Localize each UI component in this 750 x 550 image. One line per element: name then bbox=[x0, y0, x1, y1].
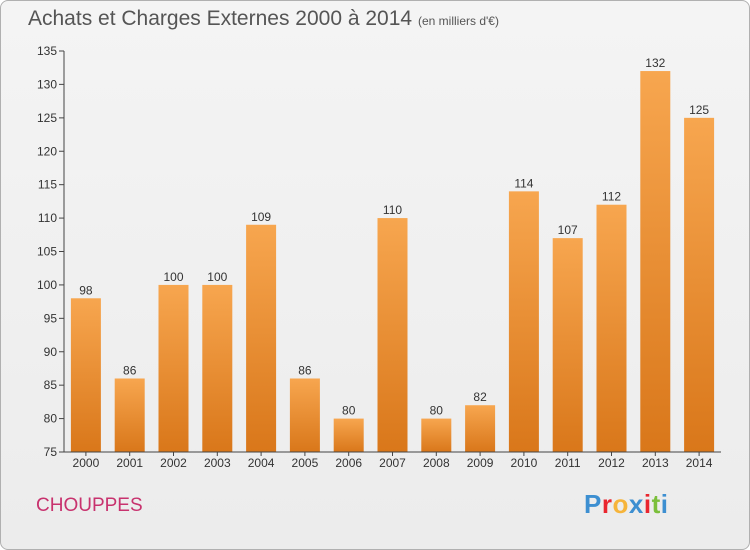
y-tick-label: 135 bbox=[37, 44, 57, 58]
x-tick-label: 2007 bbox=[379, 456, 406, 470]
bar-2010 bbox=[508, 191, 539, 452]
x-tick-label: 2014 bbox=[686, 456, 713, 470]
x-tick-label: 2010 bbox=[511, 456, 538, 470]
bar-2013 bbox=[640, 71, 671, 453]
bar-2000 bbox=[70, 298, 101, 452]
logo-letter: P bbox=[584, 489, 602, 519]
proxiti-logo[interactable]: Proxiti bbox=[584, 489, 668, 520]
y-tick-label: 75 bbox=[44, 445, 58, 459]
chart-title: Achats et Charges Externes 2000 à 2014 bbox=[28, 7, 413, 30]
x-tick-label: 2013 bbox=[642, 456, 669, 470]
bar-value-label: 100 bbox=[207, 270, 227, 284]
x-tick-label: 2002 bbox=[160, 456, 187, 470]
y-tick-label: 115 bbox=[38, 178, 57, 192]
x-axis: 2000 2001 2002 2003 2004 2005 2006 2007 2008 2009… bbox=[64, 451, 721, 470]
bar-2005 bbox=[289, 378, 320, 452]
commune-name: CHOUPPES bbox=[36, 495, 143, 516]
bar-value-label: 107 bbox=[558, 223, 578, 237]
bar-value-label: 125 bbox=[689, 103, 709, 117]
bar-2009 bbox=[465, 405, 496, 452]
bar-value-label: 86 bbox=[123, 363, 137, 377]
bar-value-label: 82 bbox=[473, 390, 487, 404]
x-tick-label: 2006 bbox=[335, 456, 362, 470]
bar-value-label: 132 bbox=[645, 56, 665, 70]
logo-letter: i bbox=[643, 489, 652, 519]
y-tick-label: 95 bbox=[44, 311, 58, 325]
y-tick-label: 110 bbox=[38, 211, 57, 225]
y-tick-label: 105 bbox=[37, 245, 57, 259]
bar-value-label: 110 bbox=[383, 203, 402, 217]
logo-letter: r bbox=[601, 489, 613, 519]
bar-2011 bbox=[552, 238, 583, 452]
y-tick-label: 85 bbox=[44, 378, 58, 392]
logo-letter: i bbox=[660, 489, 669, 519]
bar-value-label: 114 bbox=[514, 176, 533, 190]
bar-value-label: 100 bbox=[163, 270, 183, 284]
bar-value-label: 112 bbox=[602, 190, 621, 204]
bars: 98 86 100 100 109 86 80 110 80 82 114 107 112 132 125 bbox=[70, 56, 715, 453]
logo-letter: o bbox=[612, 489, 629, 519]
x-tick-label: 2012 bbox=[598, 456, 625, 470]
y-tick-label: 90 bbox=[44, 345, 58, 359]
y-tick-label: 80 bbox=[44, 412, 58, 426]
logo-letter: x bbox=[628, 489, 644, 519]
bar-2003 bbox=[202, 284, 233, 452]
y-tick-label: 125 bbox=[37, 111, 57, 125]
x-tick-label: 2009 bbox=[467, 456, 494, 470]
bar-value-label: 109 bbox=[251, 210, 271, 224]
bar-value-label: 80 bbox=[430, 404, 444, 418]
bar-2008 bbox=[421, 418, 452, 452]
bar-2007 bbox=[377, 218, 408, 452]
bar-2012 bbox=[596, 204, 627, 452]
y-tick-label: 130 bbox=[37, 77, 57, 91]
x-tick-label: 2001 bbox=[116, 456, 143, 470]
bar-2014 bbox=[684, 117, 715, 452]
bar-value-label: 80 bbox=[342, 404, 356, 418]
bar-value-label: 98 bbox=[79, 283, 93, 297]
bar-2004 bbox=[246, 224, 277, 452]
y-tick-label: 100 bbox=[37, 278, 57, 292]
y-tick-label: 120 bbox=[37, 144, 57, 158]
logo-letter: t bbox=[651, 489, 661, 519]
bar-2006 bbox=[333, 418, 364, 452]
bar-value-label: 86 bbox=[298, 363, 312, 377]
x-tick-label: 2011 bbox=[555, 456, 581, 470]
x-tick-label: 2005 bbox=[292, 456, 319, 470]
x-tick-label: 2008 bbox=[423, 456, 450, 470]
y-axis: 75 80 85 90 95 100 105 110 115 120 125 130 135 bbox=[37, 44, 65, 459]
x-tick-label: 2003 bbox=[204, 456, 231, 470]
x-tick-label: 2004 bbox=[248, 456, 275, 470]
bar-2001 bbox=[114, 378, 145, 452]
x-tick-label: 2000 bbox=[73, 456, 100, 470]
chart-unit: (en milliers d'€) bbox=[418, 14, 499, 28]
bar-2002 bbox=[158, 284, 189, 452]
